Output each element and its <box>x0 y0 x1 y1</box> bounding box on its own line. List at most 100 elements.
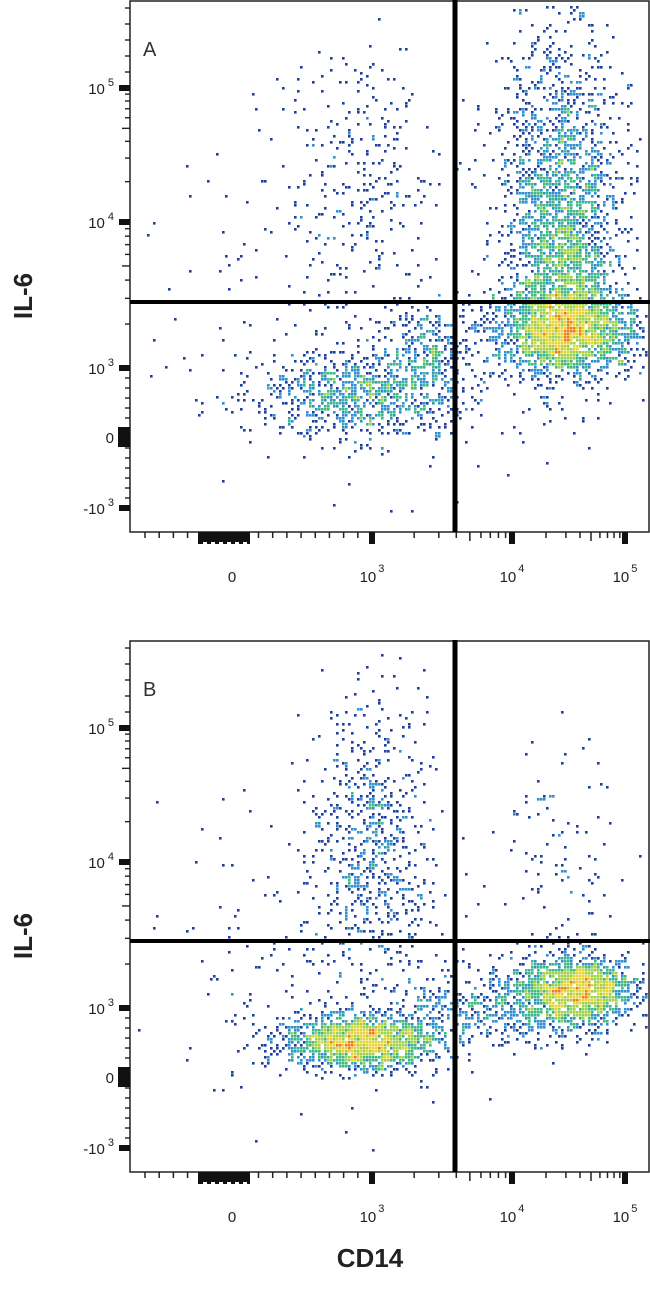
event-point <box>582 102 585 105</box>
event-point <box>564 363 567 366</box>
event-point <box>369 390 372 393</box>
event-point <box>582 234 585 237</box>
event-point <box>618 255 621 258</box>
event-point <box>603 306 606 309</box>
event-point <box>528 237 531 240</box>
event-point <box>504 165 507 168</box>
event-point <box>576 966 579 969</box>
event-point <box>417 177 420 180</box>
event-point <box>372 1035 375 1038</box>
event-point <box>360 138 363 141</box>
event-point <box>372 363 375 366</box>
event-point <box>474 186 477 189</box>
event-point <box>570 231 573 234</box>
event-point <box>549 156 552 159</box>
event-point <box>345 162 348 165</box>
event-point <box>588 972 591 975</box>
event-point <box>501 330 504 333</box>
event-point <box>609 177 612 180</box>
event-point <box>309 390 312 393</box>
event-point <box>507 303 510 306</box>
event-point <box>555 138 558 141</box>
event-point <box>393 138 396 141</box>
event-point <box>396 264 399 267</box>
event-point <box>597 381 600 384</box>
event-point <box>510 351 513 354</box>
event-point <box>570 207 573 210</box>
event-point <box>573 309 576 312</box>
event-point <box>579 93 582 96</box>
event-point <box>309 1050 312 1053</box>
event-point <box>534 342 537 345</box>
event-point <box>447 336 450 339</box>
event-point <box>576 315 579 318</box>
event-point <box>531 135 534 138</box>
event-point <box>312 1056 315 1059</box>
event-point <box>360 216 363 219</box>
event-point <box>573 315 576 318</box>
event-point <box>306 414 309 417</box>
event-point <box>507 342 510 345</box>
event-point <box>291 381 294 384</box>
event-point <box>384 1029 387 1032</box>
event-point <box>525 126 528 129</box>
event-point <box>438 1056 441 1059</box>
event-point <box>513 1014 516 1017</box>
event-point <box>369 414 372 417</box>
event-point <box>423 405 426 408</box>
event-point <box>594 330 597 333</box>
event-point <box>552 363 555 366</box>
event-point <box>552 198 555 201</box>
event-point <box>579 1011 582 1014</box>
event-point <box>531 183 534 186</box>
event-point <box>612 339 615 342</box>
event-point <box>564 285 567 288</box>
event-point <box>606 372 609 375</box>
x-zero-gap <box>227 542 231 546</box>
event-point <box>573 147 576 150</box>
event-point <box>447 363 450 366</box>
event-point <box>465 363 468 366</box>
event-point <box>531 222 534 225</box>
event-point <box>435 321 438 324</box>
event-point <box>552 984 555 987</box>
event-point <box>354 1035 357 1038</box>
event-point <box>363 405 366 408</box>
event-point <box>540 216 543 219</box>
event-point <box>585 162 588 165</box>
event-point <box>288 417 291 420</box>
event-point <box>339 351 342 354</box>
event-point <box>516 333 519 336</box>
event-point <box>534 981 537 984</box>
event-point <box>576 279 579 282</box>
event-point <box>516 279 519 282</box>
event-point <box>636 180 639 183</box>
event-point <box>432 1074 435 1077</box>
event-point <box>294 378 297 381</box>
event-point <box>315 216 318 219</box>
event-point <box>579 987 582 990</box>
event-point <box>591 1023 594 1026</box>
event-point <box>468 363 471 366</box>
event-point <box>627 996 630 999</box>
event-point <box>576 981 579 984</box>
event-point <box>549 309 552 312</box>
event-point <box>366 1017 369 1020</box>
event-point <box>318 405 321 408</box>
event-point <box>405 342 408 345</box>
event-point <box>630 366 633 369</box>
event-point <box>360 1053 363 1056</box>
event-point <box>423 336 426 339</box>
event-point <box>306 432 309 435</box>
event-point <box>570 204 573 207</box>
event-point <box>321 372 324 375</box>
event-point <box>324 207 327 210</box>
event-point <box>324 1032 327 1035</box>
event-point <box>513 117 516 120</box>
event-point <box>438 183 441 186</box>
event-point <box>339 1014 342 1017</box>
event-point <box>387 1050 390 1053</box>
event-point <box>615 288 618 291</box>
event-point <box>567 252 570 255</box>
event-point <box>408 408 411 411</box>
